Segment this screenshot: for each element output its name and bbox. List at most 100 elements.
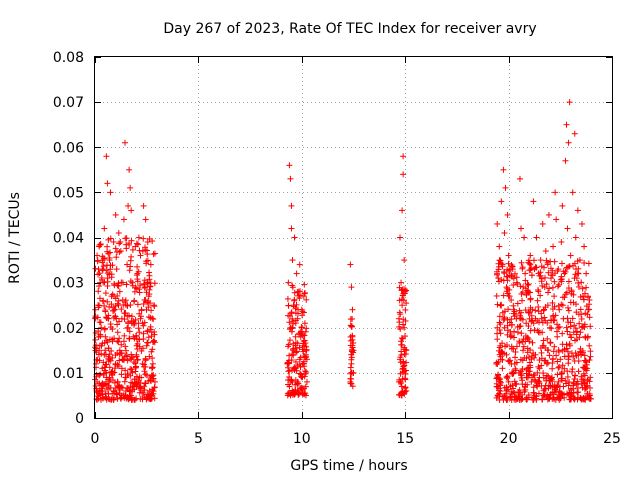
data-point	[102, 307, 109, 314]
data-point	[125, 385, 132, 392]
data-point	[585, 306, 592, 313]
data-point	[539, 396, 546, 403]
data-point	[347, 261, 354, 268]
data-point	[118, 315, 125, 322]
data-point	[301, 281, 308, 288]
data-point	[104, 282, 111, 289]
data-point	[348, 375, 355, 382]
data-point	[93, 360, 100, 367]
data-point	[347, 316, 354, 323]
data-point	[503, 374, 510, 381]
data-point	[98, 274, 105, 281]
x-tick-label: 0	[91, 431, 100, 447]
data-point	[561, 394, 568, 401]
data-point	[291, 234, 298, 241]
data-point	[526, 338, 533, 345]
data-point	[141, 380, 148, 387]
data-point	[505, 357, 512, 364]
data-point	[403, 387, 410, 394]
data-point	[113, 266, 120, 273]
data-point	[499, 350, 506, 357]
data-point	[571, 130, 578, 137]
data-point	[561, 294, 568, 301]
data-point	[528, 378, 535, 385]
data-point	[549, 396, 556, 403]
data-point	[302, 340, 309, 347]
data-point	[303, 378, 310, 385]
data-point	[399, 341, 406, 348]
data-point	[497, 321, 504, 328]
data-point	[516, 323, 523, 330]
data-point	[286, 337, 293, 344]
data-point	[535, 363, 542, 370]
data-point	[579, 285, 586, 292]
data-point	[515, 369, 522, 376]
data-point	[112, 360, 119, 367]
data-point	[151, 250, 158, 257]
data-point	[401, 375, 408, 382]
data-point	[107, 235, 114, 242]
data-point	[546, 352, 553, 359]
data-point	[558, 301, 565, 308]
data-point	[506, 319, 513, 326]
data-point	[101, 225, 108, 232]
data-point	[403, 359, 410, 366]
data-point	[347, 322, 354, 329]
data-point	[507, 394, 514, 401]
x-tick-label: 15	[396, 431, 414, 447]
data-point	[524, 280, 531, 287]
data-point	[302, 370, 309, 377]
data-point	[140, 235, 147, 242]
data-point	[108, 369, 115, 376]
data-point	[398, 383, 405, 390]
data-point	[513, 315, 520, 322]
data-point	[567, 319, 574, 326]
data-point	[288, 390, 295, 397]
data-point	[497, 257, 504, 264]
data-point	[533, 382, 540, 389]
data-point	[92, 265, 99, 272]
data-point	[99, 340, 106, 347]
data-point	[497, 382, 504, 389]
data-point	[98, 324, 105, 331]
data-point	[564, 304, 571, 311]
data-point	[573, 352, 580, 359]
data-point	[128, 355, 135, 362]
data-point	[114, 329, 121, 336]
data-point	[549, 284, 556, 291]
data-point	[549, 374, 556, 381]
data-point	[494, 392, 501, 399]
data-point	[525, 371, 532, 378]
data-point	[498, 198, 505, 205]
data-point	[303, 325, 310, 332]
data-point	[499, 365, 506, 372]
data-point	[524, 334, 531, 341]
data-point	[574, 385, 581, 392]
data-point	[579, 220, 586, 227]
data-point	[549, 313, 556, 320]
data-point	[102, 381, 109, 388]
data-point	[122, 343, 129, 350]
data-point	[148, 348, 155, 355]
data-point	[566, 99, 573, 106]
data-point	[95, 271, 102, 278]
data-point	[564, 368, 571, 375]
data-point	[543, 372, 550, 379]
data-point	[95, 288, 102, 295]
data-point	[566, 263, 573, 270]
data-point	[130, 333, 137, 340]
data-point	[288, 225, 295, 232]
data-point	[96, 357, 103, 364]
data-point	[149, 355, 156, 362]
data-point	[497, 342, 504, 349]
data-point	[110, 396, 117, 403]
data-point	[300, 385, 307, 392]
data-point	[541, 386, 548, 393]
data-point	[148, 329, 155, 336]
data-point	[99, 385, 106, 392]
data-point	[401, 324, 408, 331]
data-point	[527, 261, 534, 268]
data-point	[529, 317, 536, 324]
data-point	[575, 283, 582, 290]
data-point	[151, 378, 158, 385]
